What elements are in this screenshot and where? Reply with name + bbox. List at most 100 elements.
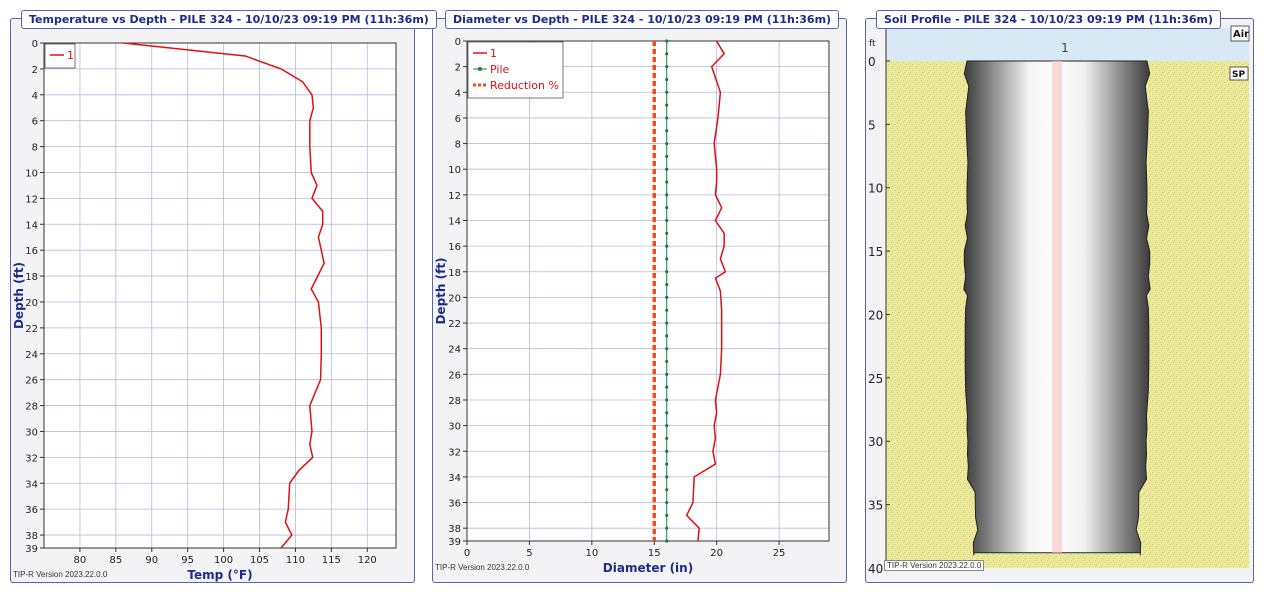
temperature-panel: 0 2 4 6 8 10 12 14 16 18 20 22 24 26 28 30 32 34 36 38 39 80 8… bbox=[10, 18, 415, 583]
y-tick-label: 4 bbox=[455, 88, 461, 99]
x-tick-label: 85 bbox=[109, 555, 122, 566]
series-marker-pile bbox=[665, 52, 669, 56]
y-tick-label: 14 bbox=[448, 216, 461, 227]
series-line bbox=[122, 42, 325, 549]
x-tick-label: 0 bbox=[464, 548, 470, 559]
layer-label-box bbox=[1229, 66, 1249, 81]
y-tick-label: 30 bbox=[868, 435, 883, 449]
y-tick-label: 6 bbox=[32, 117, 38, 128]
y-tick-label: 5 bbox=[868, 118, 876, 132]
y-tick-label: 14 bbox=[25, 220, 38, 231]
series-marker-pile bbox=[665, 488, 669, 492]
y-tick-label: 0 bbox=[455, 37, 461, 48]
y-tick-label: 2 bbox=[32, 65, 38, 76]
diameter-panel: 0 2 4 6 8 10 12 14 16 18 20 22 24 26 28 30 32 34 36 38 39 0 5 1… bbox=[432, 18, 847, 583]
series-marker-pile bbox=[665, 321, 669, 325]
y-tick-label: 10 bbox=[448, 165, 461, 176]
plot-area bbox=[44, 43, 396, 548]
series-marker-pile bbox=[665, 116, 669, 120]
series-marker-pile bbox=[665, 65, 669, 69]
series-marker-pile bbox=[665, 424, 669, 428]
x-axis-label: Diameter (in) bbox=[603, 561, 693, 575]
series-marker-pile bbox=[665, 295, 669, 300]
y-tick-label: 10 bbox=[25, 168, 38, 179]
layer-label-sp: SP bbox=[1232, 70, 1245, 80]
y-tick-label: 32 bbox=[25, 453, 38, 464]
series-marker-pile bbox=[665, 231, 669, 235]
series-marker-pile bbox=[665, 103, 669, 107]
layer-label-box bbox=[1230, 25, 1250, 42]
series-marker-pile bbox=[665, 154, 669, 158]
y-tick-label: 30 bbox=[25, 427, 38, 438]
plot-border bbox=[466, 40, 830, 542]
x-tick-label: 90 bbox=[145, 555, 158, 566]
legend-label: 1 bbox=[67, 49, 74, 62]
y-tick-label: 4 bbox=[32, 91, 38, 102]
series-marker-pile bbox=[665, 270, 669, 274]
legend-box bbox=[467, 41, 564, 99]
series-marker-pile bbox=[665, 129, 669, 133]
y-tick-label: 20 bbox=[25, 298, 38, 309]
y-tick-label: 39 bbox=[25, 544, 38, 555]
series-marker-pile bbox=[665, 462, 669, 466]
y-tick-label: 39 bbox=[448, 537, 461, 548]
x-tick-label: 5 bbox=[526, 548, 532, 559]
y-tick-label: 15 bbox=[868, 245, 883, 259]
legend-box bbox=[44, 43, 76, 69]
series-marker-pile bbox=[665, 436, 669, 441]
series-marker-pile bbox=[665, 90, 669, 94]
series-marker-pile bbox=[665, 193, 669, 197]
series-marker-pile bbox=[665, 475, 669, 479]
y-tick-label: 8 bbox=[32, 143, 38, 154]
series-marker-pile bbox=[665, 526, 669, 530]
y-tick-label: 22 bbox=[25, 324, 38, 335]
soil-layer-air bbox=[886, 28, 1249, 61]
y-tick-label: 26 bbox=[448, 370, 461, 381]
series-marker-pile bbox=[665, 257, 669, 261]
y-tick-label: 2 bbox=[455, 63, 461, 74]
layer-label-air: Air bbox=[1233, 29, 1249, 40]
y-tick-label: 22 bbox=[448, 319, 461, 330]
y-tick-label: 20 bbox=[448, 293, 461, 304]
series-marker-pile bbox=[665, 500, 669, 505]
y-tick-label: 18 bbox=[25, 272, 38, 283]
y-axis-label: Depth (ft) bbox=[434, 257, 448, 324]
y-tick-label: 28 bbox=[25, 402, 38, 413]
series-marker-pile bbox=[665, 244, 669, 248]
series-marker-pile bbox=[665, 39, 669, 43]
y-tick-label: 36 bbox=[25, 505, 38, 516]
y-tick-label: 16 bbox=[25, 246, 38, 257]
diameter-panel-title: Diameter vs Depth - PILE 324 - 10/10/23 … bbox=[445, 10, 840, 29]
y-tick-label: 24 bbox=[25, 350, 38, 361]
series-marker-pile bbox=[665, 218, 669, 223]
y-tick-label: 18 bbox=[448, 268, 461, 279]
series-marker-pile bbox=[665, 180, 669, 184]
series-marker-pile bbox=[665, 411, 669, 415]
y-axis-label: Depth (ft) bbox=[12, 262, 26, 329]
y-tick-label: 24 bbox=[448, 345, 461, 356]
plot-area bbox=[467, 41, 829, 541]
y-tick-label: 8 bbox=[455, 140, 461, 151]
x-tick-label: 100 bbox=[214, 555, 233, 566]
version-label: TIP-R Version 2023.22.0.0 bbox=[435, 563, 530, 572]
series-marker-pile bbox=[665, 398, 669, 402]
y-tick-label: 0 bbox=[868, 55, 876, 69]
series-line bbox=[685, 40, 727, 542]
pile-label: 1 bbox=[1061, 41, 1069, 55]
x-tick-label: 105 bbox=[250, 555, 269, 566]
y-tick-label: 38 bbox=[448, 524, 461, 535]
x-tick-label: 120 bbox=[358, 555, 377, 566]
x-tick-label: 80 bbox=[74, 555, 87, 566]
y-tick-label: 32 bbox=[448, 447, 461, 458]
x-tick-label: 15 bbox=[648, 548, 661, 559]
series-marker-pile bbox=[665, 308, 669, 312]
plot-border bbox=[43, 42, 397, 549]
y-tick-label: 12 bbox=[25, 194, 38, 205]
y-tick-label: 26 bbox=[25, 376, 38, 387]
series-marker-pile bbox=[665, 282, 669, 287]
series-marker-pile bbox=[665, 77, 669, 82]
x-tick-label: 110 bbox=[286, 555, 305, 566]
series-marker-pile bbox=[665, 347, 669, 351]
